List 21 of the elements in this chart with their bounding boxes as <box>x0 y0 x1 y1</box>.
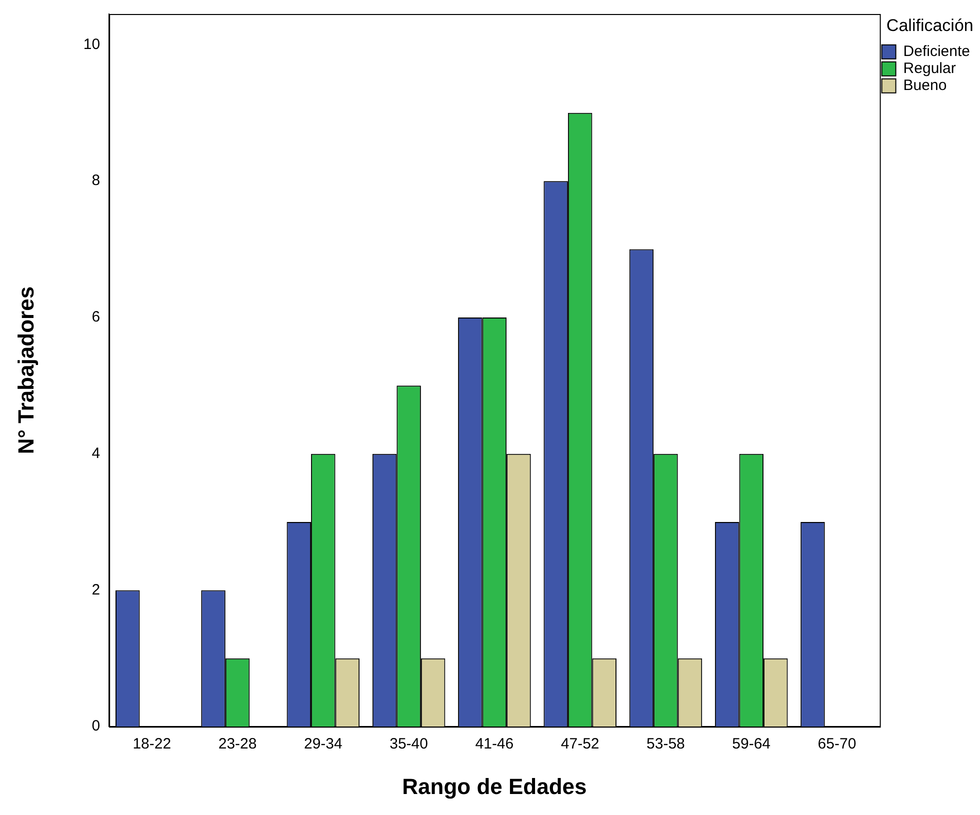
legend-title: Calificación <box>886 16 974 36</box>
x-tick-label: 59-64 <box>732 736 771 753</box>
x-tick-label: 23-28 <box>218 736 257 753</box>
legend-label: Regular <box>903 60 956 78</box>
x-tick-label: 41-46 <box>475 736 514 753</box>
y-tick-label: 10 <box>83 36 100 53</box>
x-tick-label: 29-34 <box>304 736 342 753</box>
y-axis-title: N° Trabajadores <box>13 286 38 454</box>
legend-label: Deficiente <box>903 43 970 60</box>
x-tick-label: 53-58 <box>646 736 685 753</box>
y-tick-label: 2 <box>92 581 100 598</box>
x-axis-title: Rango de Edades <box>402 774 587 799</box>
y-tick-label: 4 <box>92 444 100 462</box>
x-tick-label: 47-52 <box>560 736 600 753</box>
x-tick-label: 35-40 <box>390 736 428 753</box>
y-tick-label: 8 <box>92 172 100 190</box>
legend-label: Bueno <box>903 77 947 94</box>
y-tick-label: 6 <box>92 308 100 326</box>
y-tick-label: 0 <box>92 718 100 735</box>
x-tick-label: 65-70 <box>818 736 856 753</box>
x-tick-label: 18-22 <box>132 736 172 753</box>
